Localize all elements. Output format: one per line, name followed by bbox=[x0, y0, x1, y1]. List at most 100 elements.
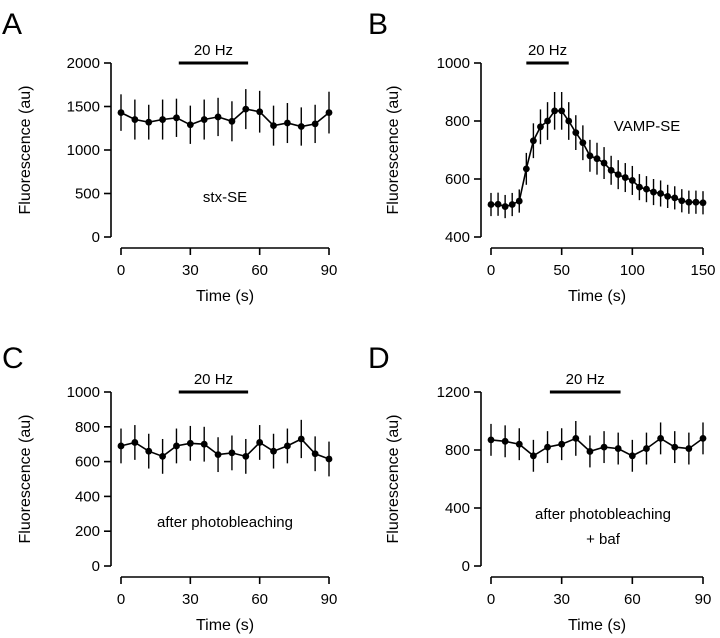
data-point bbox=[145, 118, 153, 126]
data-point bbox=[692, 198, 700, 206]
stimulus-label: 20 Hz bbox=[194, 42, 233, 59]
y-tick-label: 400 bbox=[75, 488, 100, 505]
panel-letter-c: C bbox=[2, 342, 24, 375]
data-point bbox=[685, 445, 693, 452]
data-point bbox=[685, 198, 693, 206]
data-point bbox=[621, 174, 629, 181]
y-tick-label: 800 bbox=[445, 442, 470, 459]
data-point bbox=[699, 435, 707, 442]
data-point bbox=[515, 440, 523, 448]
data-point bbox=[284, 119, 291, 127]
data-point bbox=[159, 116, 167, 123]
data-point bbox=[173, 442, 180, 450]
y-tick-label: 1500 bbox=[67, 99, 100, 116]
data-point bbox=[586, 448, 594, 455]
data-point bbox=[671, 194, 679, 202]
data-point bbox=[284, 442, 291, 450]
data-point bbox=[501, 437, 509, 445]
x-tick-label: 60 bbox=[251, 262, 268, 279]
data-point bbox=[270, 447, 277, 455]
y-tick-label: 600 bbox=[445, 171, 470, 188]
data-point bbox=[699, 199, 707, 207]
data-point bbox=[657, 435, 664, 442]
data-point bbox=[325, 455, 333, 463]
data-point bbox=[501, 203, 509, 210]
data-point bbox=[522, 165, 530, 173]
data-point bbox=[200, 116, 208, 123]
x-tick-label: 60 bbox=[624, 591, 641, 608]
data-point bbox=[214, 451, 222, 459]
y-tick-label: 2000 bbox=[67, 55, 100, 72]
series-line bbox=[490, 437, 704, 457]
x-tick-label: 90 bbox=[695, 591, 712, 608]
data-point bbox=[558, 107, 566, 115]
y-tick-label: 400 bbox=[445, 500, 470, 517]
series-line bbox=[120, 108, 330, 128]
panel-a: 0 500 1000 1500 2000 0 30 60 90 Time (s) Fluoresce… bbox=[17, 42, 337, 305]
data-point bbox=[508, 201, 516, 208]
panel-d: 0 400 800 1200 0 30 60 90 Time (s) Fluorescence (… bbox=[385, 371, 711, 634]
y-tick-label: 800 bbox=[445, 113, 470, 130]
data-point bbox=[600, 159, 608, 167]
data-point bbox=[494, 200, 502, 208]
x-tick-label: 60 bbox=[251, 591, 268, 608]
data-point bbox=[145, 447, 153, 455]
x-axis-label: Time (s) bbox=[568, 288, 626, 305]
panel-b: 400 600 800 1000 0 50 100 150 Time (s) Fluorescen… bbox=[385, 42, 716, 305]
data-point bbox=[487, 436, 495, 444]
data-point bbox=[131, 116, 139, 123]
data-point bbox=[311, 120, 319, 128]
data-point bbox=[579, 139, 587, 147]
data-point bbox=[200, 440, 208, 448]
stimulus-label: 20 Hz bbox=[194, 371, 233, 388]
x-axis-label: Time (s) bbox=[196, 288, 254, 305]
panel-letter-b: B bbox=[368, 8, 388, 41]
data-point bbox=[487, 201, 495, 208]
data-point bbox=[515, 197, 523, 205]
y-axis-label: Fluorescence (au) bbox=[17, 415, 34, 544]
data-point bbox=[530, 137, 537, 145]
y-tick-label: 1200 bbox=[437, 384, 470, 401]
y-tick-label: 1000 bbox=[437, 55, 470, 72]
y-tick-label: 500 bbox=[75, 186, 100, 203]
x-axis-label: Time (s) bbox=[568, 617, 626, 634]
data-point bbox=[636, 183, 643, 191]
data-point bbox=[228, 117, 236, 125]
data-point bbox=[242, 105, 250, 113]
data-point bbox=[325, 109, 333, 116]
data-point bbox=[572, 129, 580, 137]
data-point bbox=[643, 185, 650, 193]
data-point bbox=[650, 188, 657, 196]
data-point bbox=[664, 193, 672, 200]
data-point bbox=[228, 449, 236, 457]
data-point bbox=[607, 166, 615, 174]
y-tick-label: 0 bbox=[92, 229, 100, 246]
y-tick-label: 1000 bbox=[67, 142, 100, 159]
y-axis-label: Fluorescence (au) bbox=[385, 415, 402, 544]
data-point bbox=[628, 452, 636, 460]
data-point bbox=[678, 197, 686, 205]
x-tick-label: 0 bbox=[487, 591, 495, 608]
x-tick-label: 30 bbox=[553, 591, 570, 608]
panel-letter-d: D bbox=[368, 342, 390, 375]
x-tick-label: 30 bbox=[182, 591, 199, 608]
data-point bbox=[537, 123, 544, 131]
data-point bbox=[186, 121, 194, 129]
data-point bbox=[270, 122, 277, 130]
data-point bbox=[558, 440, 566, 448]
data-point bbox=[572, 435, 580, 442]
x-tick-label: 30 bbox=[182, 262, 199, 279]
y-tick-label: 1000 bbox=[67, 384, 100, 401]
y-axis-label: Fluorescence (au) bbox=[385, 86, 402, 215]
y-tick-label: 400 bbox=[445, 229, 470, 246]
data-point bbox=[173, 114, 180, 122]
data-point bbox=[565, 117, 573, 125]
data-point bbox=[544, 117, 551, 125]
data-point bbox=[671, 443, 679, 451]
data-point bbox=[214, 113, 222, 121]
data-point bbox=[256, 439, 264, 446]
x-tick-label: 90 bbox=[321, 262, 338, 279]
x-tick-label: 0 bbox=[117, 262, 125, 279]
x-tick-label: 100 bbox=[620, 262, 645, 279]
